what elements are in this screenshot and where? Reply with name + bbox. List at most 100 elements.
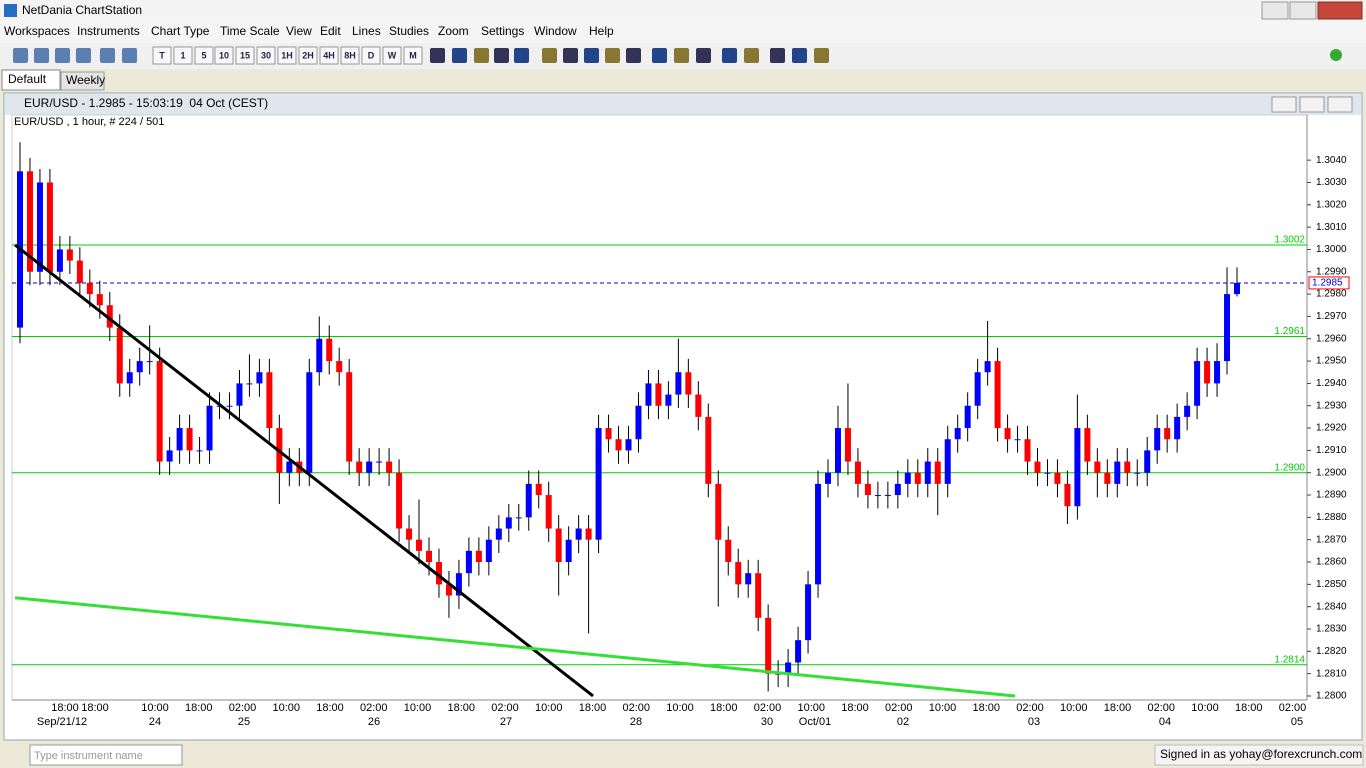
toolbar-icon[interactable] (563, 48, 578, 63)
toolbar-icon[interactable] (55, 48, 70, 63)
toolbar-icon[interactable] (696, 48, 711, 63)
timescale-label[interactable]: T (159, 50, 165, 60)
chart-minimize[interactable] (1271, 96, 1297, 113)
maximize-button[interactable] (1289, 1, 1317, 20)
toolbar-icon[interactable] (122, 48, 137, 63)
time-label: 18:00 (185, 702, 213, 714)
tab-label[interactable]: Weekly (66, 73, 105, 87)
toolbar-icon[interactable] (494, 48, 509, 63)
candle-body (1004, 428, 1011, 440)
candle-body (765, 617, 772, 674)
tab-default[interactable] (1, 69, 61, 91)
candle-body (246, 383, 253, 385)
tab-label[interactable]: Default (8, 72, 47, 86)
menu-item[interactable]: Instruments (77, 24, 140, 38)
timescale-button[interactable] (277, 46, 297, 65)
toolbar-icon[interactable] (584, 48, 599, 63)
candle-body (525, 483, 532, 518)
chart-close[interactable] (1327, 96, 1353, 113)
toolbar-icon[interactable] (34, 48, 49, 63)
y-tick-label: 1.2930 (1316, 400, 1347, 411)
menu-item[interactable]: View (286, 24, 312, 38)
timescale-label[interactable]: 10 (219, 50, 229, 60)
y-tick-label: 1.2920 (1316, 423, 1347, 434)
candle-body (206, 405, 213, 451)
timescale-label[interactable]: M (409, 50, 417, 60)
candle-body (805, 584, 812, 641)
timescale-button[interactable] (256, 46, 276, 65)
timescale-label[interactable]: W (388, 50, 397, 60)
candle-body (735, 562, 742, 585)
timescale-button[interactable] (152, 46, 172, 65)
candle-body (1164, 428, 1171, 440)
timescale-button[interactable] (382, 46, 402, 65)
timescale-label[interactable]: 1H (281, 50, 293, 60)
toolbar-icon[interactable] (674, 48, 689, 63)
timescale-label[interactable]: 2H (302, 50, 314, 60)
timescale-button[interactable] (361, 46, 381, 65)
menu-item[interactable]: Studies (389, 24, 429, 38)
toolbar-icon[interactable] (626, 48, 641, 63)
menu-item[interactable]: Lines (352, 24, 381, 38)
toolbar-icon[interactable] (744, 48, 759, 63)
timescale-button[interactable] (214, 46, 234, 65)
timescale-button[interactable] (298, 46, 318, 65)
minimize-button[interactable] (1261, 1, 1289, 20)
timescale-button[interactable] (235, 46, 255, 65)
time-label: 10:00 (141, 702, 169, 714)
candle-body (894, 483, 901, 496)
time-label: 10:00 (272, 702, 300, 714)
toolbar-icon[interactable] (452, 48, 467, 63)
toolbar-icon[interactable] (652, 48, 667, 63)
toolbar-icon[interactable] (100, 48, 115, 63)
timescale-label[interactable]: 5 (201, 50, 206, 60)
time-label: 18:00 (972, 702, 1000, 714)
search-placeholder[interactable]: Type instrument name (34, 750, 143, 762)
time-label: 18:00 (51, 702, 79, 714)
timescale-label[interactable]: 30 (261, 50, 271, 60)
menu-item[interactable]: Zoom (438, 24, 469, 38)
menu-item[interactable]: Edit (320, 24, 341, 38)
candle-body (86, 282, 93, 295)
tab-weekly[interactable] (60, 71, 105, 91)
close-button[interactable] (1317, 1, 1363, 20)
toolbar-icon[interactable] (430, 48, 445, 63)
toolbar-icon[interactable] (514, 48, 529, 63)
toolbar-icon[interactable] (474, 48, 489, 63)
y-tick-label: 1.3040 (1316, 155, 1347, 166)
toolbar-icon[interactable] (13, 48, 28, 63)
timescale-button[interactable] (194, 46, 214, 65)
menu-item[interactable]: Window (534, 24, 577, 38)
timescale-label[interactable]: 8H (344, 50, 356, 60)
toolbar-icon[interactable] (722, 48, 737, 63)
toolbar-icon[interactable] (792, 48, 807, 63)
toolbar-icon[interactable] (542, 48, 557, 63)
candle-body (465, 550, 472, 574)
candle-body (854, 461, 861, 484)
menu-item[interactable]: Chart Type (151, 24, 210, 38)
timescale-label[interactable]: 4H (323, 50, 335, 60)
candle-body (346, 372, 353, 462)
instrument-search[interactable] (29, 744, 183, 766)
timescale-label[interactable]: 15 (240, 50, 250, 60)
y-tick-label: 1.2840 (1316, 601, 1347, 612)
toolbar-icon[interactable] (770, 48, 785, 63)
timescale-label[interactable]: D (368, 50, 375, 60)
candle-body (1054, 472, 1061, 484)
candle-body (1144, 450, 1151, 473)
timescale-button[interactable] (340, 46, 360, 65)
chart-restore[interactable] (1299, 96, 1325, 113)
toolbar-icon[interactable] (605, 48, 620, 63)
toolbar-icon[interactable] (814, 48, 829, 63)
menu-item[interactable]: Workspaces (4, 24, 70, 38)
timescale-label[interactable]: 1 (180, 50, 185, 60)
toolbar-icon[interactable] (76, 48, 91, 63)
candle-body (136, 361, 143, 373)
menu-item[interactable]: Settings (481, 24, 524, 38)
timescale-button[interactable] (173, 46, 193, 65)
menu-item[interactable]: Help (589, 24, 614, 38)
menu-item[interactable]: Time Scale (220, 24, 280, 38)
timescale-button[interactable] (319, 46, 339, 65)
timescale-button[interactable] (403, 46, 423, 65)
candle-body (386, 461, 393, 473)
